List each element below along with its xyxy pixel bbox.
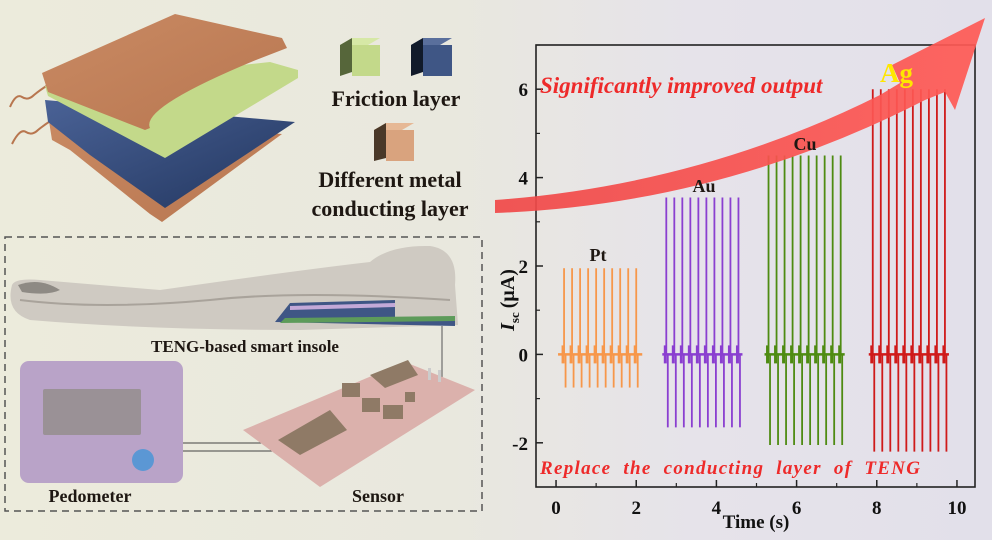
series-pt xyxy=(558,268,643,388)
y-tick-label: 6 xyxy=(519,80,529,101)
sensor-board xyxy=(243,360,475,487)
annotation-top: Significantly improved output xyxy=(540,73,823,98)
x-tick-label: 4 xyxy=(712,498,722,519)
plot-frame xyxy=(535,44,976,488)
legend-cube-metal xyxy=(374,123,414,161)
y-tick-label: 4 xyxy=(519,169,529,190)
y-tick-label: 2 xyxy=(519,257,529,278)
x-tick-label: 2 xyxy=(631,498,641,519)
y-axis-label: Isc(μA) xyxy=(497,269,522,332)
annotation-bottom: Replace the conducting layer of TENG xyxy=(539,458,921,479)
x-tick-label: 6 xyxy=(792,498,802,519)
series-label-cu: Cu xyxy=(793,134,816,154)
metal-layer-label-line1: Different metal xyxy=(318,167,461,192)
pedometer-device xyxy=(20,361,288,483)
legend-cube-green xyxy=(340,38,380,76)
axes: 0 2 4 6 8 10 -2 0 2 4 6 xyxy=(512,44,966,519)
lead-wire-top xyxy=(9,84,49,108)
top-metal-layer xyxy=(42,14,287,130)
series-label-au: Au xyxy=(692,176,715,196)
series-au xyxy=(662,197,743,428)
pedometer-label: Pedometer xyxy=(49,486,132,506)
x-tick-label: 0 xyxy=(551,498,561,519)
series-ag xyxy=(868,89,949,452)
insole-label: TENG-based smart insole xyxy=(151,337,339,356)
x-tick-label: 8 xyxy=(872,498,882,519)
traces xyxy=(558,89,949,452)
series-cu xyxy=(764,155,845,446)
system-dashed-box xyxy=(4,236,483,512)
y-tick-label: -2 xyxy=(512,434,528,455)
sensor-label: Sensor xyxy=(352,486,404,506)
current-chart: 0 2 4 6 8 10 -2 0 2 4 6 Significantly improved out… xyxy=(495,18,985,533)
x-axis-label: Time (s) xyxy=(723,512,790,533)
lead-wire-bottom xyxy=(11,119,53,145)
x-tick-label: 10 xyxy=(947,498,966,519)
smart-insole xyxy=(10,245,458,380)
series-label-pt: Pt xyxy=(590,245,607,265)
pedometer-screen xyxy=(43,389,141,435)
friction-layer-label: Friction layer xyxy=(332,86,461,111)
pedometer-button xyxy=(132,449,154,471)
teng-layer-schematic xyxy=(9,14,298,222)
y-tick-label: 0 xyxy=(519,345,529,366)
improvement-arrow xyxy=(495,18,985,213)
metal-layer-label-line2: conducting layer xyxy=(311,196,468,221)
legend-cube-blue xyxy=(411,38,452,76)
series-label-ag: Ag xyxy=(880,58,913,88)
